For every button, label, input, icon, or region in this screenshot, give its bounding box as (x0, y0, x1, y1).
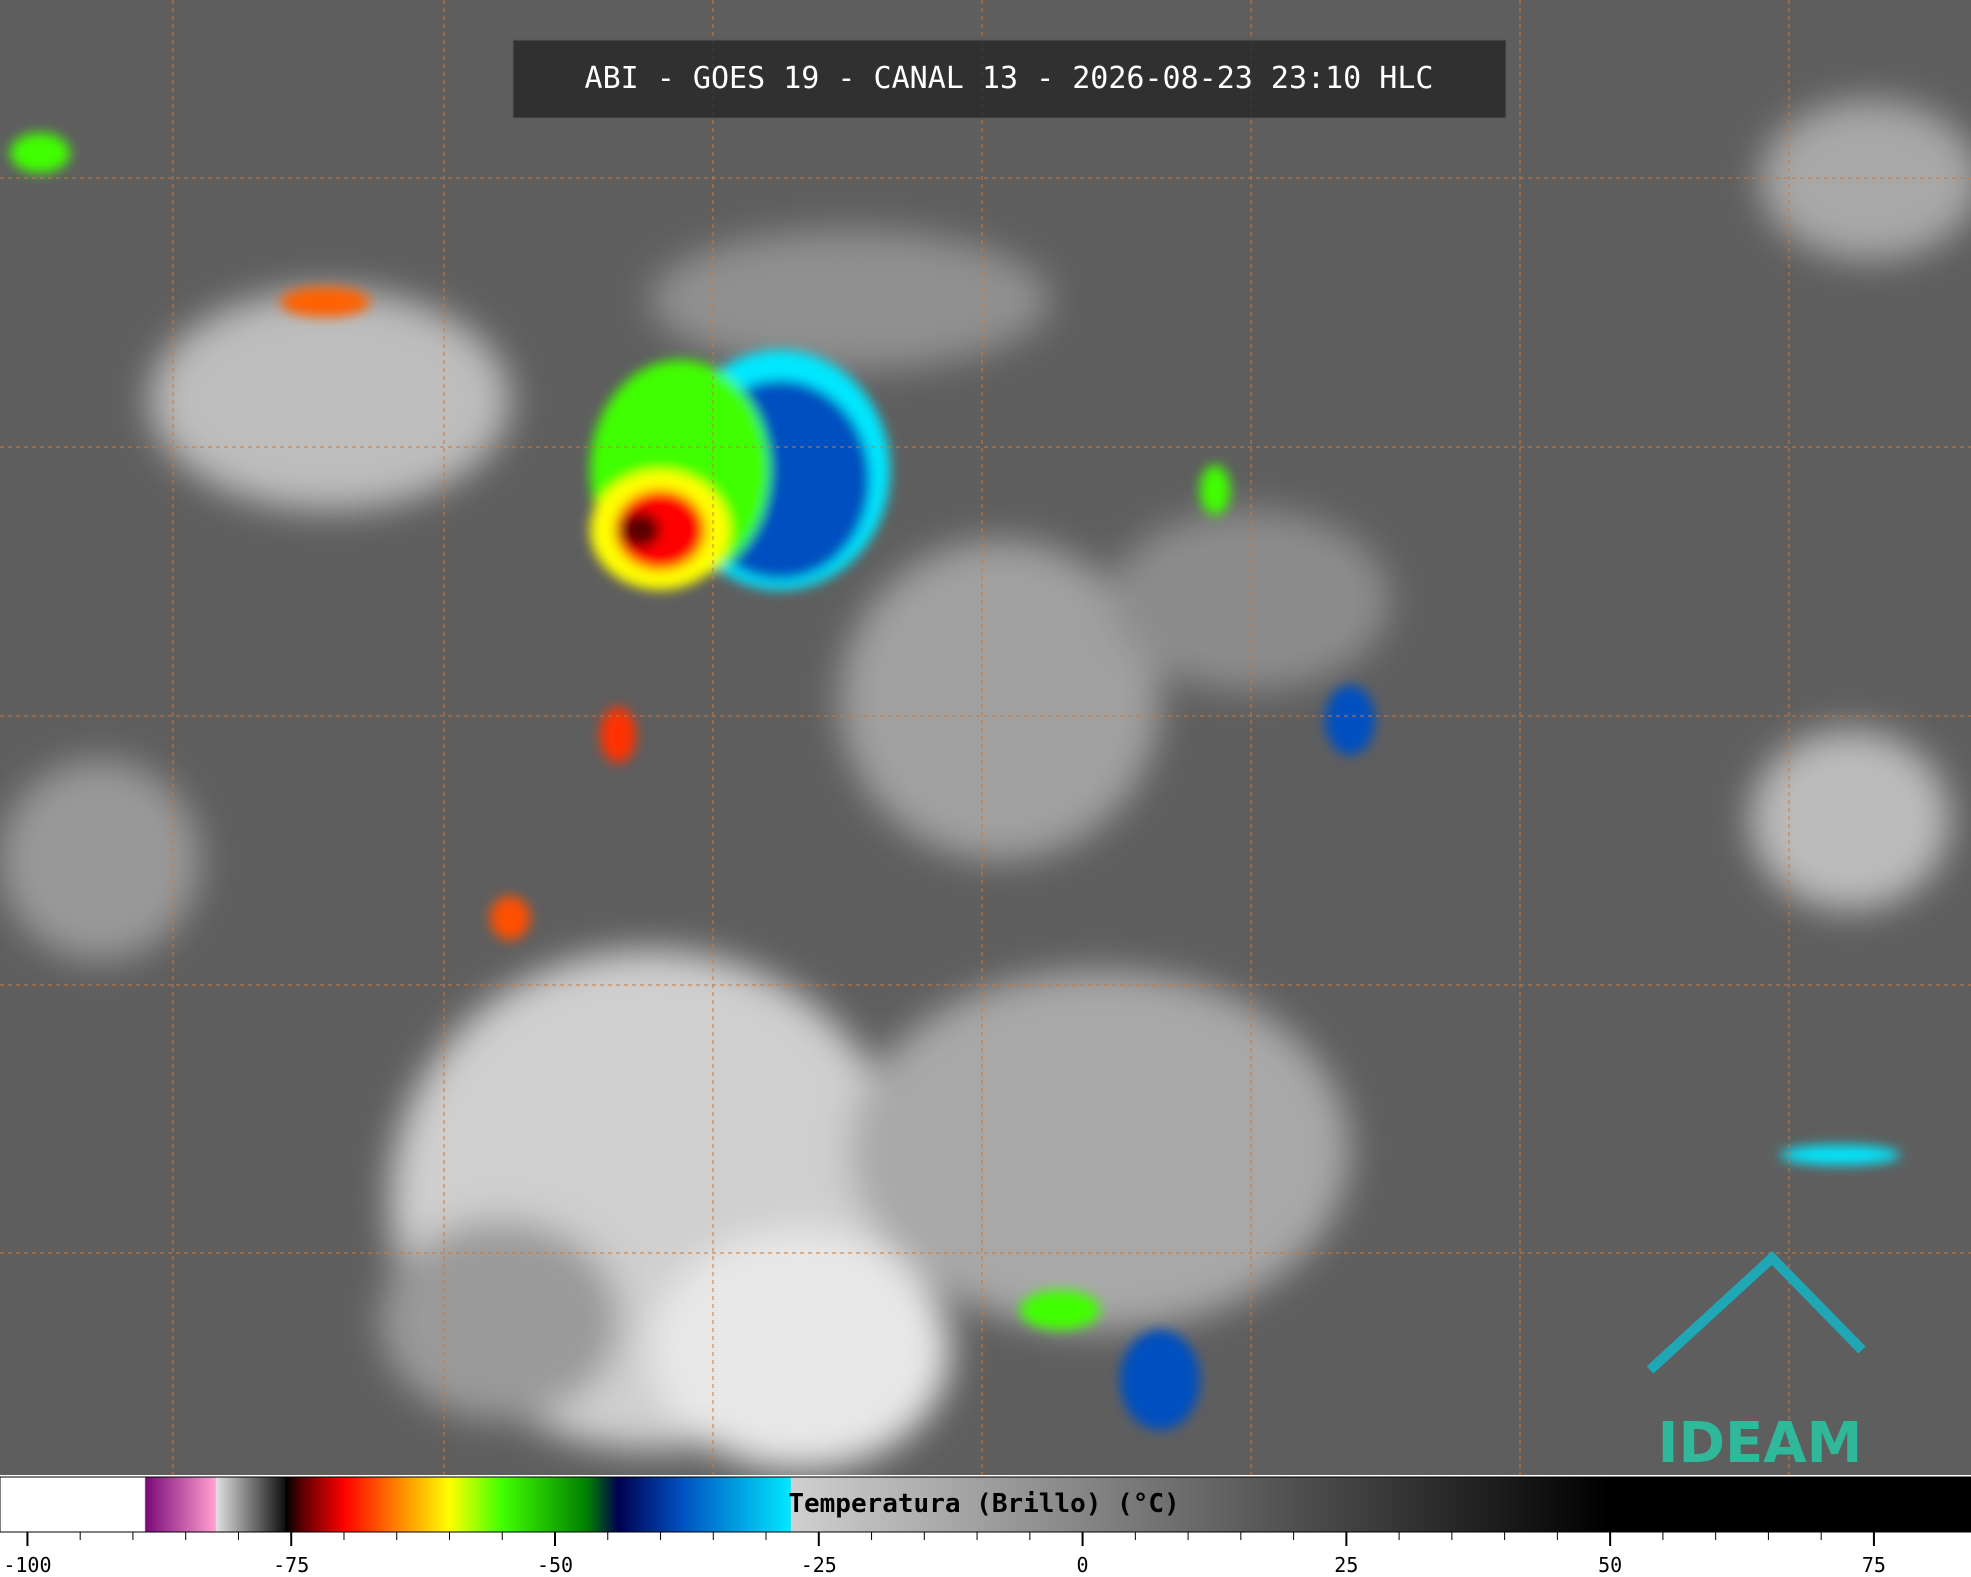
tick-label: 0 (1077, 1553, 1089, 1577)
tick-label: -75 (273, 1553, 309, 1577)
colorbar (0, 1476, 1971, 1533)
convection (10, 133, 1900, 1430)
logo-mark (1646, 1251, 1866, 1374)
tick-label: -100 (3, 1553, 51, 1577)
tick-label: 75 (1862, 1553, 1886, 1577)
tick-label: -50 (537, 1553, 573, 1577)
title-box (512, 39, 1507, 119)
clouds (0, 100, 1971, 1470)
logo: IDEAM (1658, 1411, 1863, 1476)
title: ABI - GOES 19 - CANAL 13 - 2026-08-23 23… (585, 61, 1434, 96)
colorbar-label: Temperatura (Brillo) (°C) (788, 1489, 1179, 1519)
lat-lon-grid (0, 0, 1971, 1475)
tick-label: 25 (1334, 1553, 1358, 1577)
tick-label: 50 (1598, 1553, 1622, 1577)
tick-label: -25 (801, 1553, 837, 1577)
